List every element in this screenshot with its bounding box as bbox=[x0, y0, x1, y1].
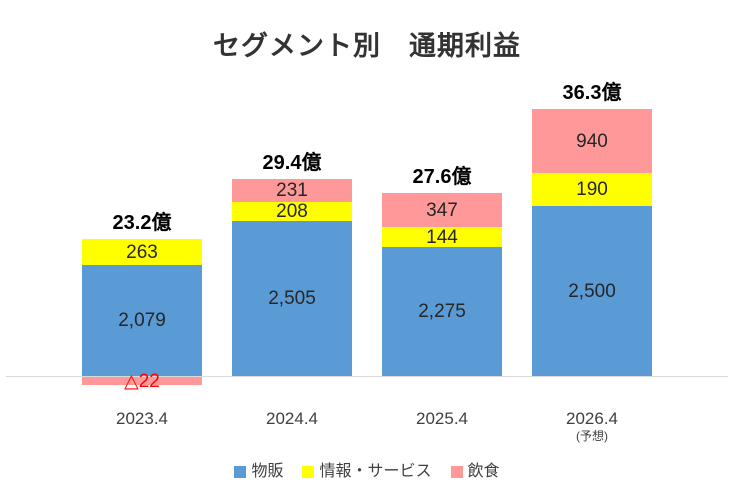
category-label: 2024.4 bbox=[232, 409, 352, 429]
segment-value-label: 2,500 bbox=[568, 280, 616, 302]
legend: 物販 情報・サービス 飲食 bbox=[0, 464, 734, 480]
category-label: 2023.4 bbox=[82, 409, 202, 429]
bar-segment-info-services: 208 bbox=[232, 202, 352, 221]
total-label: 27.6億 bbox=[412, 166, 472, 188]
segment-value-label: 144 bbox=[426, 226, 458, 248]
legend-item-merchandise: 物販 bbox=[234, 464, 283, 480]
legend-label: 物販 bbox=[251, 463, 284, 480]
category-label-text: 2025.4 bbox=[416, 409, 468, 428]
legend-marker-icon bbox=[302, 466, 315, 478]
bar-segment-merchandise: 2,275 bbox=[382, 247, 502, 376]
bar-segment-info-services: 190 bbox=[532, 173, 652, 206]
category-label: 2025.4 bbox=[382, 409, 502, 429]
chart-title: セグメント別 通期利益 bbox=[213, 31, 521, 61]
segment-value-label: 347 bbox=[426, 199, 458, 221]
segment-value-label: 2,505 bbox=[268, 288, 316, 309]
segment-value-label: 2,079 bbox=[118, 310, 166, 331]
bar-segment-food-beverage: 940 bbox=[532, 109, 652, 173]
legend-item-food-beverage: 飲食 bbox=[450, 463, 500, 480]
bar-segment-merchandise: 2,079 bbox=[82, 265, 202, 376]
legend-label: 飲食 bbox=[467, 463, 500, 480]
bar-segment-info-services: 263 bbox=[82, 239, 202, 265]
segment-value-label: 208 bbox=[276, 201, 308, 222]
total-label: 29.4億 bbox=[262, 152, 322, 174]
segment-value-label: △22 bbox=[124, 370, 160, 392]
x-axis-line bbox=[6, 376, 728, 377]
category-label-text: 2024.4 bbox=[266, 409, 318, 428]
legend-item-info-services: 情報・サービス bbox=[302, 463, 432, 480]
bar-segment-merchandise: 2,500 bbox=[532, 206, 652, 376]
segment-value-label: 940 bbox=[576, 130, 608, 152]
segment-value-label: 190 bbox=[576, 179, 608, 200]
segment-value-label: 231 bbox=[276, 180, 308, 201]
segment-value-label: 2,275 bbox=[418, 301, 466, 322]
bar-segment-food-beverage: 347 bbox=[382, 193, 502, 227]
category-label: 2026.4 (予想) bbox=[532, 409, 652, 443]
total-label: 36.3億 bbox=[562, 82, 622, 104]
bar-segment-food-beverage: 231 bbox=[232, 179, 352, 202]
segment-value-label: 263 bbox=[126, 241, 158, 263]
legend-marker-icon bbox=[450, 466, 463, 478]
category-note: (予想) bbox=[576, 429, 608, 443]
bar-segment-food-beverage: △22 bbox=[82, 372, 202, 391]
category-label-text: 2023.4 bbox=[116, 409, 168, 428]
total-label: 23.2億 bbox=[112, 212, 172, 234]
legend-label: 情報・サービス bbox=[319, 463, 432, 480]
bar-segment-info-services: 144 bbox=[382, 227, 502, 247]
bar-segment-merchandise: 2,505 bbox=[232, 221, 352, 376]
legend-marker-icon bbox=[234, 466, 247, 478]
category-label-text: 2026.4 bbox=[566, 409, 618, 428]
